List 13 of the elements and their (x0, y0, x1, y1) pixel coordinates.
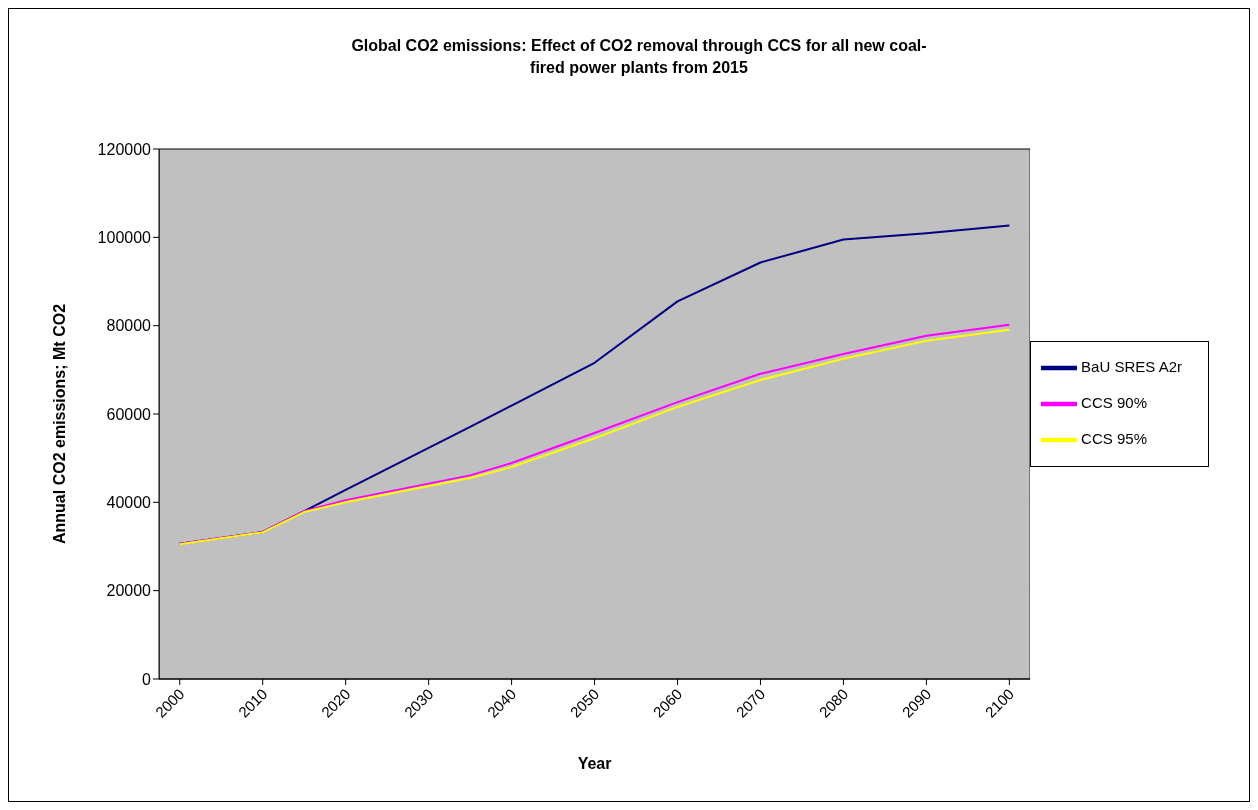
chart-title: Global CO2 emissions: Effect of CO2 removal through CCS for all new coal-fired power plants from 2015 (350, 36, 928, 78)
legend-label: CCS 95% (1081, 430, 1147, 448)
y-tick-label: 40000 (106, 494, 152, 512)
legend-label: BaU SRES A2r (1081, 357, 1182, 375)
y-tick-label: 0 (142, 670, 152, 688)
legend-label: CCS 90% (1081, 393, 1147, 411)
y-axis-title: Annual CO2 emissions; Mt CO2 (50, 303, 68, 544)
y-tick-label: 120000 (97, 140, 152, 158)
y-tick-label: 60000 (106, 405, 152, 423)
x-axis-title: Year (577, 755, 612, 772)
y-tick-label: 100000 (97, 229, 152, 247)
y-tick-label: 20000 (106, 582, 152, 600)
y-tick-label: 80000 (106, 317, 152, 335)
